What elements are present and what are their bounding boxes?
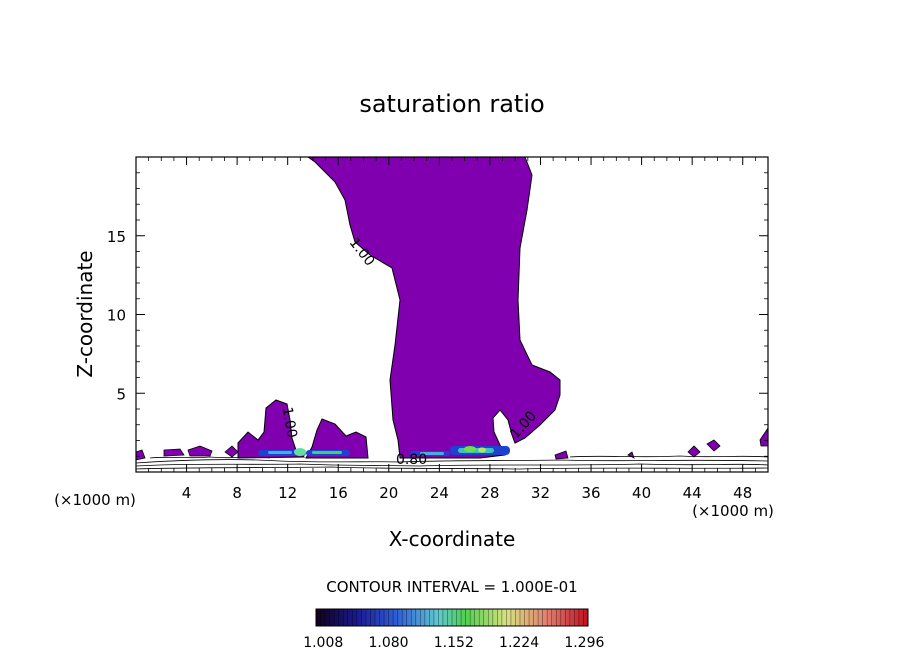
x-tick-label: 28 [480,484,499,502]
saturated-patch [627,451,635,459]
surface-contours [136,455,768,470]
x-unit-label-left: (×1000 m) [54,491,136,509]
x-tick-label: 32 [531,484,550,502]
x-unit-label-right: (×1000 m) [692,502,774,520]
contour-label: 1.00 [279,406,300,439]
supersaturation-streak [458,448,494,453]
supersaturation-streak [478,447,486,453]
plot-area [136,157,768,470]
supersaturation-streak [294,448,306,456]
chart-title: saturation ratio [359,90,544,118]
supersaturation-streak [464,446,476,452]
x-tick-label: 12 [278,484,297,502]
colorbar-tick-labels: 1.008 1.080 1.152 1.224 1.296 [303,635,604,651]
saturated-patch [187,445,213,457]
colorbar-stripes [320,609,584,626]
y-tick-label: 10 [107,307,126,325]
saturated-patch [163,448,185,457]
saturated-patch [554,450,569,460]
x-tick-label: 48 [733,484,752,502]
x-tick-label: 36 [581,484,600,502]
x-tick-label: 44 [683,484,702,502]
colorbar-tick-label: 1.224 [499,635,539,651]
saturated-patch [759,427,768,447]
y-tick-label: 15 [107,228,126,246]
x-tick-label: 40 [632,484,651,502]
colorbar-tick-label: 1.152 [434,635,474,651]
x-tick-label: 4 [182,484,192,502]
colorbar-tick-label: 1.080 [368,635,408,651]
x-axis-label: X-coordinate [389,527,516,551]
saturated-region-main [307,157,561,459]
supersaturation-streak [268,451,292,454]
x-tick-label: 24 [430,484,449,502]
colorbar: 1.008 1.080 1.152 1.224 1.296 [303,608,604,651]
contour-interval-text: CONTOUR INTERVAL = 1.000E-01 [326,578,577,596]
saturated-patch [687,445,701,458]
saturated-patch [136,449,146,461]
supersaturation-streak [420,452,444,455]
y-tick-label: 5 [116,385,126,403]
x-tick-label: 16 [329,484,348,502]
saturated-patch [224,445,239,458]
colorbar-tick-label: 1.008 [303,635,343,651]
supersaturation-streak [312,451,342,454]
x-tick-label: 8 [232,484,242,502]
y-axis-label: Z-coordinate [73,250,97,377]
saturated-region-left-blob [305,418,369,459]
colorbar-tick-label: 1.296 [564,635,604,651]
contour-label: 0.80 [396,452,427,468]
x-tick-label: 20 [379,484,398,502]
saturated-patch [706,439,721,452]
